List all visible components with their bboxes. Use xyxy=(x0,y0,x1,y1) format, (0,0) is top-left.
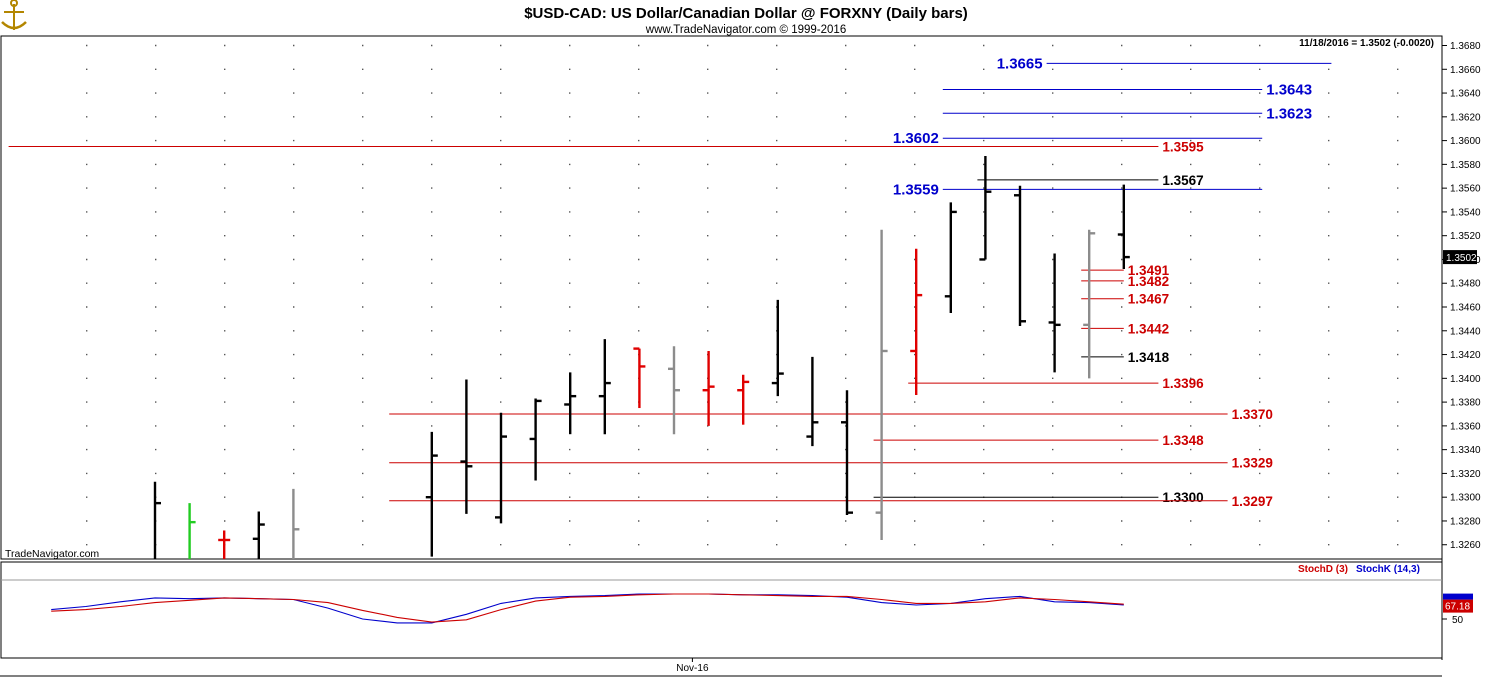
ohlc-bar xyxy=(875,229,888,540)
stoch-k-value-marker xyxy=(1443,593,1473,600)
level-label-1.3623: 1.3623 xyxy=(1266,105,1312,122)
ohlc-bar xyxy=(702,350,715,426)
ohlc-bar xyxy=(910,248,923,395)
stoch-tick-label: 50 xyxy=(1452,615,1464,626)
price-tick-label: 1.3580 xyxy=(1450,160,1481,171)
level-label-1.3602: 1.3602 xyxy=(893,130,939,147)
price-tick-label: 1.3320 xyxy=(1450,469,1481,480)
price-tick-label: 1.3540 xyxy=(1450,207,1481,218)
ohlc-bar xyxy=(1048,253,1061,373)
grid-dot-pattern xyxy=(86,44,1399,546)
price-tick-label: 1.3420 xyxy=(1450,350,1481,361)
ohlc-bar xyxy=(495,412,507,524)
chart-subtitle: www.TradeNavigator.com © 1999-2016 xyxy=(645,24,846,36)
ohlc-bar xyxy=(218,530,231,559)
ohlc-bar xyxy=(292,488,300,559)
level-label-1.3567: 1.3567 xyxy=(1162,173,1203,188)
price-tick-label: 1.3600 xyxy=(1450,136,1481,147)
level-label-1.3370: 1.3370 xyxy=(1232,407,1273,422)
price-tick-label: 1.3340 xyxy=(1450,445,1481,456)
ohlc-bar xyxy=(944,202,957,313)
last-price-box xyxy=(1443,250,1477,265)
trade-navigator-logo[interactable] xyxy=(1,0,27,30)
ohlc-bar xyxy=(633,347,646,409)
price-tick-label: 1.3460 xyxy=(1450,303,1481,314)
last-price-label: 1.3502 xyxy=(1446,253,1477,264)
ohlc-bar xyxy=(841,390,853,516)
price-tick-label: 1.3300 xyxy=(1450,493,1481,504)
price-tick-label: 1.3680 xyxy=(1450,41,1481,52)
date-tick-label: Nov-16 xyxy=(676,663,709,674)
ohlc-bar xyxy=(153,481,161,559)
ohlc-bar xyxy=(979,156,992,261)
ohlc-bar xyxy=(252,511,265,559)
ohlc-bar xyxy=(806,356,819,447)
chart-title: $USD-CAD: US Dollar/Canadian Dollar @ FO… xyxy=(524,5,968,22)
stoch-k-legend: StochK (14,3) xyxy=(1356,564,1420,575)
price-tick-label: 1.3440 xyxy=(1450,326,1481,337)
price-tick-label: 1.3520 xyxy=(1450,231,1481,242)
stoch-d-legend: StochD (3) xyxy=(1298,564,1348,575)
ohlc-bars xyxy=(153,156,1130,559)
price-tick-label: 1.3640 xyxy=(1450,89,1481,100)
ohlc-bar xyxy=(425,431,438,557)
level-label-1.3396: 1.3396 xyxy=(1162,376,1204,391)
level-lines: 1.3665 1.3643 1.3623 1.3602 1.3595 1.3567 1.35… xyxy=(8,55,1332,509)
date-axis: Nov-16 xyxy=(676,658,709,674)
ohlc-bar xyxy=(771,299,784,397)
level-label-1.3329: 1.3329 xyxy=(1232,456,1273,471)
level-label-1.3297: 1.3297 xyxy=(1232,494,1273,509)
stochastic-axis: 50 67.18 xyxy=(1442,593,1473,626)
price-tick-label: 1.3280 xyxy=(1450,516,1481,527)
grid-dots xyxy=(86,44,1399,546)
price-tick-label: 1.3660 xyxy=(1450,65,1481,76)
level-label-1.3467: 1.3467 xyxy=(1128,292,1169,307)
ohlc-bar xyxy=(1117,184,1130,269)
stoch-d-value-box xyxy=(1443,599,1473,613)
last-price-marker: 1.3502 xyxy=(1443,250,1477,265)
level-label-1.3348: 1.3348 xyxy=(1162,433,1204,448)
level-label-1.3418: 1.3418 xyxy=(1128,350,1170,365)
level-label-1.3442: 1.3442 xyxy=(1128,321,1169,336)
stoch_d-line xyxy=(51,593,1124,623)
price-tick-label: 1.3360 xyxy=(1450,421,1481,432)
ohlc-bar xyxy=(668,346,680,435)
level-label-1.3559: 1.3559 xyxy=(893,181,939,198)
level-label-1.3491: 1.3491 xyxy=(1128,263,1170,278)
price-tick-label: 1.3400 xyxy=(1450,374,1481,385)
stochastic-lines xyxy=(51,593,1124,624)
price-tick-label: 1.3480 xyxy=(1450,279,1481,290)
stoch-value-label: 67.18 xyxy=(1445,602,1470,613)
ohlc-bar xyxy=(1014,185,1026,327)
ohlc-bar xyxy=(598,339,611,435)
price-tick-label: 1.3620 xyxy=(1450,112,1481,123)
level-label-1.3665: 1.3665 xyxy=(997,55,1043,72)
price-axis: 1.3260 1.3280 1.3300 1.3320 1.3340 1.3360 1.33… xyxy=(1442,41,1481,551)
ohlc-bar xyxy=(1083,229,1096,379)
ohlc-bar xyxy=(737,374,750,425)
price-tick-label: 1.3380 xyxy=(1450,398,1481,409)
ohlc-bar xyxy=(564,372,577,435)
watermark-label: TradeNavigator.com xyxy=(5,548,99,560)
price-tick-label: 1.3260 xyxy=(1450,540,1481,551)
level-label-1.3300: 1.3300 xyxy=(1162,490,1203,505)
price-readout: 11/18/2016 = 1.3502 (-0.0020) xyxy=(1299,38,1434,49)
level-label-1.3643: 1.3643 xyxy=(1266,81,1312,98)
level-label-1.3482: 1.3482 xyxy=(1128,274,1169,289)
ohlc-bar xyxy=(529,398,542,481)
price-tick-label: 1.3560 xyxy=(1450,184,1481,195)
level-label-1.3595: 1.3595 xyxy=(1162,140,1204,155)
ohlc-bar xyxy=(460,379,473,514)
ohlc-bar xyxy=(188,503,196,559)
